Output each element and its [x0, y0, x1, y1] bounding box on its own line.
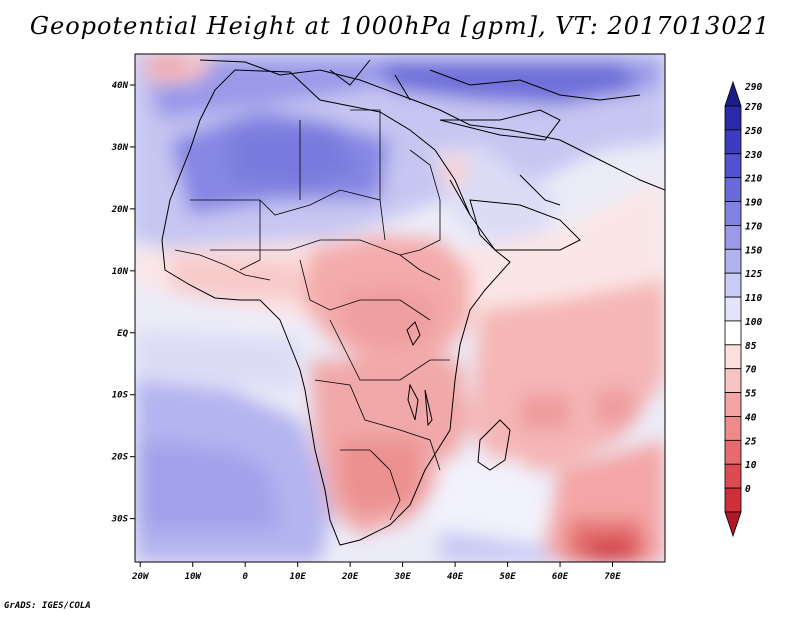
colorbar-min-arrow [724, 511, 742, 538]
colorbar-swatch [724, 487, 742, 513]
chart-svg: 20W 10W 0 10E 20E 30E 40E 50E 60E 70E 40N 30N 20N 10… [111, 53, 762, 582]
y-tick-label: 30S [111, 515, 129, 525]
colorbar-label: 190 [745, 198, 762, 209]
colorbar-swatch [724, 177, 742, 202]
colorbar-swatch [724, 439, 742, 465]
colorbar-label: 170 [745, 221, 762, 232]
colorbar-label: 0 [745, 484, 751, 495]
chart-title: Geopotential Height at 1000hPa [gpm], VT… [29, 12, 771, 40]
colorbar-swatch [724, 416, 742, 441]
colorbar-label: 85 [745, 341, 757, 352]
y-tick-label: 20S [111, 453, 129, 463]
colorbar-swatch [724, 201, 742, 226]
colorbar: 2902702502302101901701501251101008570554… [724, 80, 762, 538]
x-tick-label: 10E [290, 572, 307, 582]
colorbar-label: 70 [745, 365, 757, 376]
x-tick-label: 20W [131, 572, 150, 582]
colorbar-swatch [724, 153, 742, 179]
footer-credit: GrADS: IGES/COLA [4, 601, 91, 611]
x-tick-label: 30E [393, 572, 411, 582]
coastlines [161, 59, 665, 546]
colorbar-label: 250 [744, 126, 762, 137]
colorbar-label: 55 [745, 389, 757, 400]
map-frame [134, 53, 666, 563]
colorbar-label: 125 [745, 269, 762, 280]
colorbar-swatch [724, 368, 742, 393]
colorbar-swatch [724, 463, 742, 489]
colorbar-swatch [724, 248, 742, 274]
y-tick-label: 20N [111, 205, 129, 215]
y-tick-label: 40N [112, 81, 129, 91]
colorbar-label: 290 [744, 82, 762, 93]
colorbar-swatch [724, 344, 742, 370]
colorbar-swatch [724, 272, 742, 298]
y-axis: 40N 30N 20N 10N EQ 10S 20S 30S [111, 81, 135, 525]
colorbar-swatch [724, 392, 742, 417]
x-tick-label: 20E [341, 572, 359, 582]
y-tick-label: 10N [112, 267, 129, 277]
colorbar-label: 150 [745, 245, 762, 256]
colorbar-label: 110 [745, 293, 762, 304]
x-tick-label: 40E [447, 572, 464, 582]
colorbar-swatch [724, 225, 742, 250]
colorbar-swatch [724, 129, 742, 155]
colorbar-label: 100 [745, 317, 762, 328]
x-tick-label: 0 [242, 572, 248, 582]
colorbar-label: 25 [744, 436, 757, 447]
colorbar-swatch [724, 296, 742, 322]
x-tick-label: 10W [185, 572, 203, 582]
colorbar-label: 270 [744, 102, 762, 113]
x-tick-label: 70E [604, 572, 621, 582]
colorbar-label: 40 [745, 412, 757, 423]
height-field [135, 54, 665, 562]
x-tick-label: 60E [552, 572, 569, 582]
y-tick-label: EQ [117, 329, 128, 339]
x-tick-label: 50E [499, 572, 516, 582]
y-tick-label: 10S [112, 391, 129, 401]
colorbar-swatch [724, 105, 742, 131]
x-axis: 20W 10W 0 10E 20E 30E 40E 50E 60E 70E [131, 562, 621, 582]
colorbar-max-arrow [724, 80, 742, 107]
country-borders [174, 109, 450, 521]
colorbar-label: 210 [744, 174, 762, 185]
y-tick-label: 30N [111, 143, 129, 153]
colorbar-label: 10 [745, 460, 757, 471]
colorbar-label: 230 [744, 150, 762, 161]
colorbar-swatch [724, 320, 742, 346]
